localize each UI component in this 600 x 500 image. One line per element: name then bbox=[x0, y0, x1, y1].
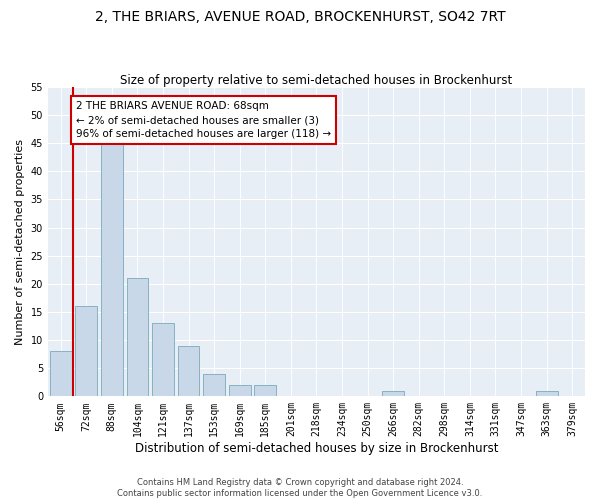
Text: Contains HM Land Registry data © Crown copyright and database right 2024.
Contai: Contains HM Land Registry data © Crown c… bbox=[118, 478, 482, 498]
Bar bbox=[229, 385, 251, 396]
Bar bbox=[50, 352, 71, 397]
Bar bbox=[203, 374, 225, 396]
Y-axis label: Number of semi-detached properties: Number of semi-detached properties bbox=[15, 138, 25, 344]
Title: Size of property relative to semi-detached houses in Brockenhurst: Size of property relative to semi-detach… bbox=[121, 74, 512, 87]
Bar bbox=[76, 306, 97, 396]
Bar bbox=[382, 390, 404, 396]
Bar bbox=[152, 323, 174, 396]
Bar bbox=[178, 346, 199, 397]
Text: 2 THE BRIARS AVENUE ROAD: 68sqm
← 2% of semi-detached houses are smaller (3)
96%: 2 THE BRIARS AVENUE ROAD: 68sqm ← 2% of … bbox=[76, 101, 331, 139]
Bar bbox=[254, 385, 276, 396]
X-axis label: Distribution of semi-detached houses by size in Brockenhurst: Distribution of semi-detached houses by … bbox=[135, 442, 498, 455]
Bar bbox=[101, 138, 123, 396]
Text: 2, THE BRIARS, AVENUE ROAD, BROCKENHURST, SO42 7RT: 2, THE BRIARS, AVENUE ROAD, BROCKENHURST… bbox=[95, 10, 505, 24]
Bar bbox=[536, 390, 557, 396]
Bar bbox=[127, 278, 148, 396]
